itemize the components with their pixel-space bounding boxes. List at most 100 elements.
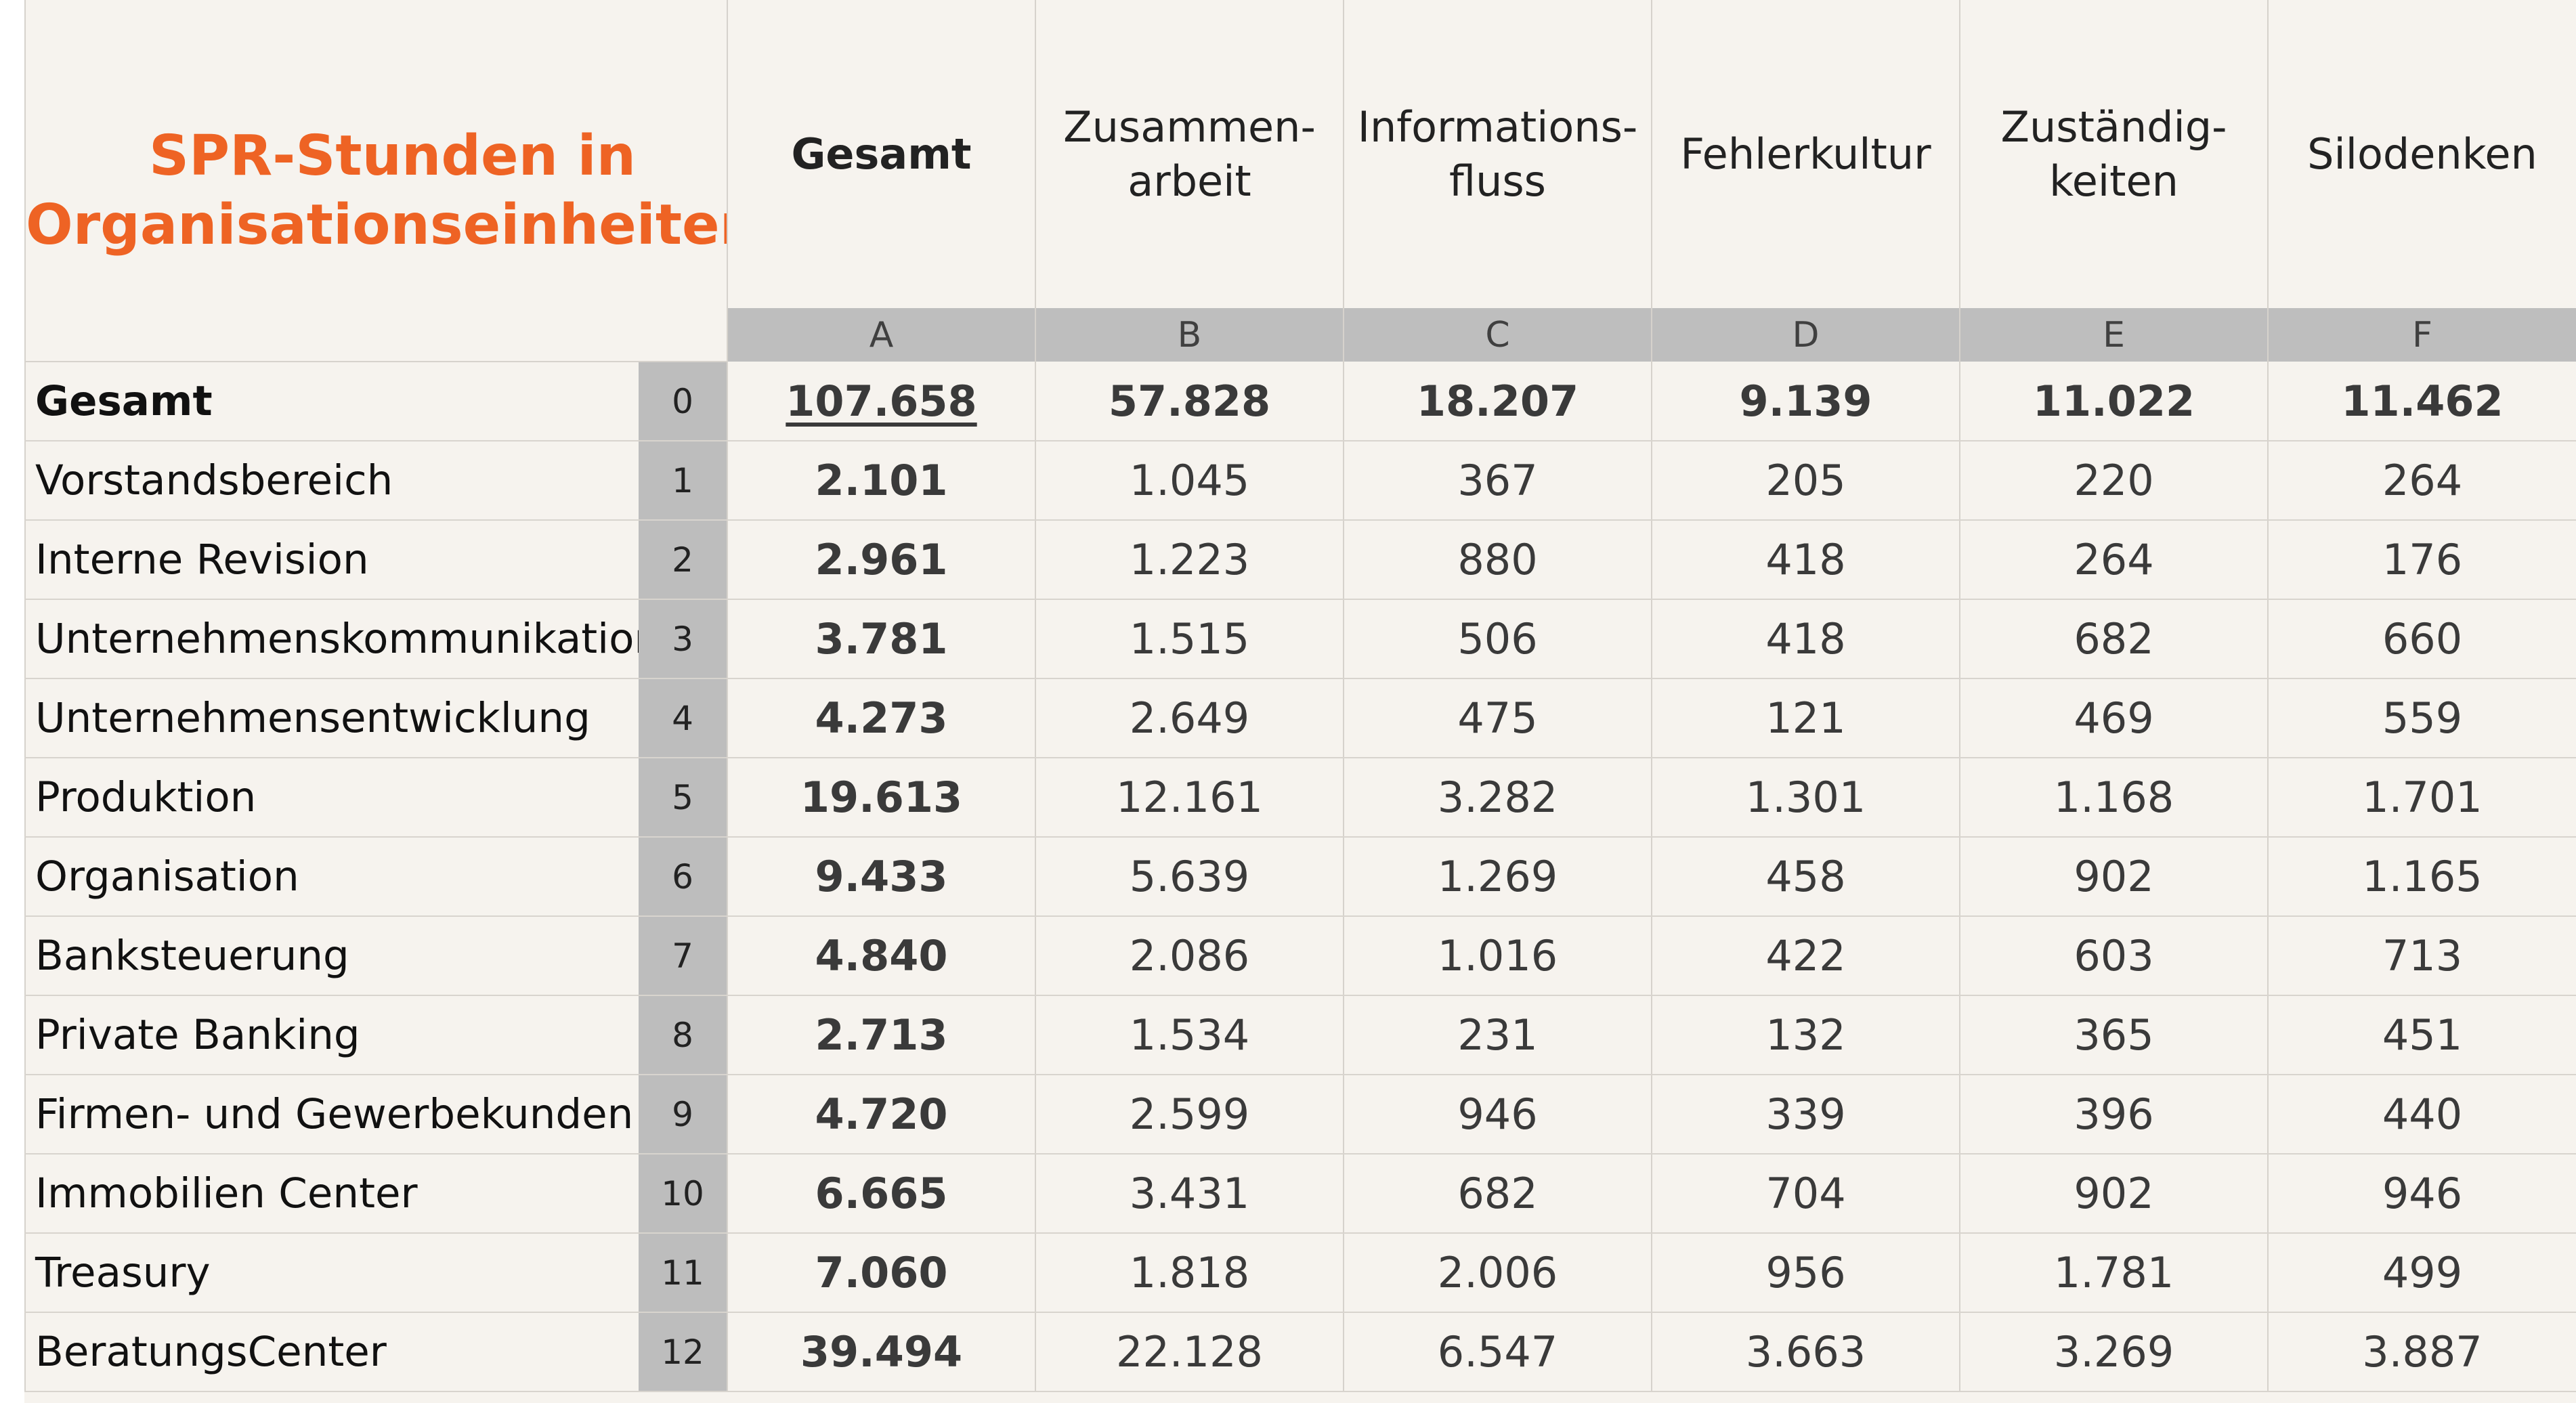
row-label[interactable]: Banksteuerung xyxy=(24,916,639,996)
value-cell[interactable]: 1.301 xyxy=(1651,758,1960,838)
value-cell[interactable]: 18.207 xyxy=(1343,362,1652,441)
value-cell[interactable]: 418 xyxy=(1651,599,1960,679)
value-cell[interactable]: 2.086 xyxy=(1035,916,1344,996)
value-cell[interactable]: 1.269 xyxy=(1343,837,1652,917)
value-cell[interactable]: 3.663 xyxy=(1651,1312,1960,1392)
value-cell[interactable]: 902 xyxy=(1959,1154,2268,1234)
value-cell[interactable]: 3.269 xyxy=(1959,1312,2268,1392)
value-cell[interactable]: 682 xyxy=(1343,1154,1652,1234)
column-header[interactable]: Zusammen- arbeit xyxy=(1035,0,1344,308)
value-cell[interactable]: 1.016 xyxy=(1343,916,1652,996)
value-cell[interactable]: 3.282 xyxy=(1343,758,1652,838)
row-number[interactable]: 11 xyxy=(639,1233,727,1313)
row-label[interactable]: Produktion xyxy=(24,758,639,838)
row-label[interactable]: Vorstandsbereich xyxy=(24,441,639,521)
row-label[interactable]: Unternehmensentwicklung xyxy=(24,678,639,758)
value-cell[interactable]: 469 xyxy=(1959,678,2268,758)
value-cell[interactable]: 2.961 xyxy=(727,520,1035,600)
value-cell[interactable]: 4.720 xyxy=(727,1075,1035,1154)
value-cell[interactable]: 2.713 xyxy=(727,995,1035,1075)
row-label[interactable]: Unternehmenskommunikation xyxy=(24,599,639,679)
value-cell[interactable]: 339 xyxy=(1651,1075,1960,1154)
value-cell[interactable]: 440 xyxy=(2267,1075,2576,1154)
value-cell[interactable]: 22.128 xyxy=(1035,1312,1344,1392)
value-cell[interactable]: 12.161 xyxy=(1035,758,1344,838)
row-label[interactable]: Interne Revision xyxy=(24,520,639,600)
value-cell[interactable]: 57.828 xyxy=(1035,362,1344,441)
value-cell[interactable]: 422 xyxy=(1651,916,1960,996)
value-cell[interactable]: 1.168 xyxy=(1959,758,2268,838)
value-cell[interactable]: 365 xyxy=(1959,995,2268,1075)
column-letter[interactable]: F xyxy=(2267,308,2576,362)
column-letter[interactable]: A xyxy=(727,308,1035,362)
value-cell[interactable]: 1.534 xyxy=(1035,995,1344,1075)
column-letter[interactable]: D xyxy=(1651,308,1960,362)
value-cell[interactable]: 176 xyxy=(2267,520,2576,600)
row-label[interactable]: Gesamt xyxy=(24,362,639,441)
value-cell[interactable]: 7.060 xyxy=(727,1233,1035,1313)
row-label[interactable]: BeratungsCenter xyxy=(24,1312,639,1392)
column-letter[interactable]: B xyxy=(1035,308,1344,362)
column-letter[interactable]: E xyxy=(1959,308,2268,362)
row-label[interactable]: Private Banking xyxy=(24,995,639,1075)
column-letter[interactable]: C xyxy=(1343,308,1652,362)
row-number[interactable]: 12 xyxy=(639,1312,727,1392)
value-cell[interactable]: 713 xyxy=(2267,916,2576,996)
column-header[interactable]: Zuständig- keiten xyxy=(1959,0,2268,308)
value-cell[interactable]: 956 xyxy=(1651,1233,1960,1313)
row-number[interactable]: 10 xyxy=(639,1154,727,1234)
value-cell[interactable]: 499 xyxy=(2267,1233,2576,1313)
value-cell[interactable]: 5.639 xyxy=(1035,837,1344,917)
value-cell[interactable]: 880 xyxy=(1343,520,1652,600)
value-cell[interactable]: 9.433 xyxy=(727,837,1035,917)
value-cell[interactable]: 107.658 xyxy=(727,362,1035,441)
value-cell[interactable]: 475 xyxy=(1343,678,1652,758)
value-cell[interactable]: 418 xyxy=(1651,520,1960,600)
value-cell[interactable]: 506 xyxy=(1343,599,1652,679)
value-cell[interactable]: 1.701 xyxy=(2267,758,2576,838)
value-cell[interactable]: 6.665 xyxy=(727,1154,1035,1234)
value-cell[interactable]: 2.599 xyxy=(1035,1075,1344,1154)
value-cell[interactable]: 19.613 xyxy=(727,758,1035,838)
value-cell[interactable]: 1.818 xyxy=(1035,1233,1344,1313)
row-number[interactable]: 7 xyxy=(639,916,727,996)
row-label[interactable]: Firmen- und Gewerbekunden xyxy=(24,1075,639,1154)
value-cell[interactable]: 231 xyxy=(1343,995,1652,1075)
value-cell[interactable]: 2.101 xyxy=(727,441,1035,521)
value-cell[interactable]: 1.515 xyxy=(1035,599,1344,679)
value-cell[interactable]: 264 xyxy=(2267,441,2576,521)
value-cell[interactable]: 132 xyxy=(1651,995,1960,1075)
value-cell[interactable]: 451 xyxy=(2267,995,2576,1075)
value-cell[interactable]: 121 xyxy=(1651,678,1960,758)
value-cell[interactable]: 11.462 xyxy=(2267,362,2576,441)
row-label[interactable]: Organisation xyxy=(24,837,639,917)
column-header[interactable]: Fehlerkultur xyxy=(1651,0,1960,308)
value-cell[interactable]: 660 xyxy=(2267,599,2576,679)
column-header[interactable]: Gesamt xyxy=(727,0,1035,308)
value-cell[interactable]: 458 xyxy=(1651,837,1960,917)
value-cell[interactable]: 396 xyxy=(1959,1075,2268,1154)
value-cell[interactable]: 9.139 xyxy=(1651,362,1960,441)
value-cell[interactable]: 11.022 xyxy=(1959,362,2268,441)
value-cell[interactable]: 946 xyxy=(2267,1154,2576,1234)
value-cell[interactable]: 559 xyxy=(2267,678,2576,758)
value-cell[interactable]: 704 xyxy=(1651,1154,1960,1234)
value-cell[interactable]: 6.547 xyxy=(1343,1312,1652,1392)
row-number[interactable]: 4 xyxy=(639,678,727,758)
value-cell[interactable]: 1.165 xyxy=(2267,837,2576,917)
value-cell[interactable]: 1.781 xyxy=(1959,1233,2268,1313)
value-cell[interactable]: 682 xyxy=(1959,599,2268,679)
column-header[interactable]: Silodenken xyxy=(2267,0,2576,308)
value-cell[interactable]: 4.273 xyxy=(727,678,1035,758)
value-cell[interactable]: 1.045 xyxy=(1035,441,1344,521)
value-cell[interactable]: 1.223 xyxy=(1035,520,1344,600)
row-label[interactable]: Treasury xyxy=(24,1233,639,1313)
value-cell[interactable]: 367 xyxy=(1343,441,1652,521)
row-number[interactable]: 8 xyxy=(639,995,727,1075)
row-number[interactable]: 5 xyxy=(639,758,727,838)
row-number[interactable]: 3 xyxy=(639,599,727,679)
value-cell[interactable]: 946 xyxy=(1343,1075,1652,1154)
value-cell[interactable]: 902 xyxy=(1959,837,2268,917)
row-number[interactable]: 0 xyxy=(639,362,727,441)
value-cell[interactable]: 220 xyxy=(1959,441,2268,521)
